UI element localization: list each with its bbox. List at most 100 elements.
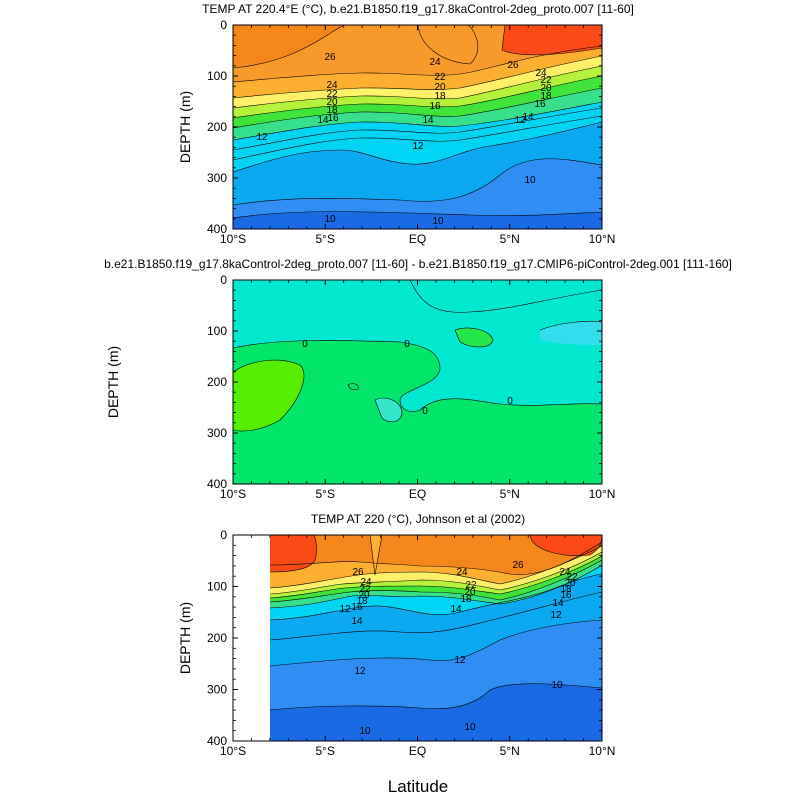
contour-label: 18	[460, 594, 472, 605]
panel-1-title: TEMP AT 220.4°E (°C), b.e21.B1850.f19_g1…	[202, 2, 634, 16]
contour-label: 22	[434, 72, 446, 83]
contour-line-24	[269, 545, 602, 589]
contour-label: 18	[434, 91, 446, 102]
x-tick-label: EQ	[409, 744, 426, 758]
contour-label: 16	[560, 590, 572, 601]
x-tick-label: 5°S	[316, 744, 335, 758]
contour-label: 0	[422, 406, 428, 417]
contour-label: 10	[464, 722, 476, 733]
panel-2-contour-field	[233, 280, 602, 484]
contour-label: 24	[360, 577, 372, 588]
contour-label: 18	[540, 91, 552, 102]
contour-label: 16	[327, 113, 339, 124]
y-tick-label: 200	[207, 631, 227, 645]
x-axis-label: Latitude	[388, 777, 449, 796]
contour-label: 10	[551, 680, 563, 691]
y-tick-label: 400	[207, 477, 227, 491]
contour-line-zero	[233, 340, 602, 412]
contour-line-20	[233, 75, 602, 119]
contour-label: 12	[412, 141, 424, 152]
contour-line-10	[233, 211, 602, 219]
panel-1: TEMP AT 220.4°E (°C), b.e21.B1850.f19_g1…	[177, 2, 634, 246]
contour-line-10	[269, 683, 602, 711]
contour-line-12	[233, 121, 602, 173]
y-tick-label: 400	[207, 222, 227, 236]
contour-label: 0	[507, 396, 513, 407]
x-tick-label: 10°N	[589, 232, 616, 246]
contour-label: 12	[550, 610, 562, 621]
contour-line-18	[233, 87, 602, 129]
contour-label: 10	[524, 175, 536, 186]
contour-label: 24	[559, 567, 571, 578]
contour-label: 26	[324, 52, 336, 63]
contour-label: 20	[326, 97, 338, 108]
contour-lines	[233, 280, 602, 432]
contour-label: 18	[356, 596, 368, 607]
contour-label: 24	[456, 567, 468, 578]
fill-band-28b	[530, 535, 602, 556]
y-axis-label: DEPTH (m)	[105, 346, 121, 418]
panel-3-axes: 10°S 5°S EQ 5°N 10°N 0 100 200 300 400 DEPTH (m)	[177, 528, 615, 758]
contour-line-pos	[409, 280, 602, 313]
x-tick-label: 5°S	[316, 232, 335, 246]
y-tick-label: 400	[207, 734, 227, 748]
y-tick-label: 300	[207, 426, 227, 440]
contour-label: 16	[351, 602, 363, 613]
contour-label: 18	[326, 105, 338, 116]
contour-label: 14	[450, 604, 462, 615]
x-tick-label: 10°S	[220, 744, 246, 758]
contour-label: 10	[359, 726, 371, 737]
contour-line-26	[233, 25, 346, 69]
contour-line-blob-a	[454, 327, 494, 348]
contour-label: 12	[256, 132, 268, 143]
contour-label: 24	[429, 57, 441, 68]
contour-line-neg	[233, 359, 305, 432]
x-tick-label: 10°N	[589, 487, 616, 501]
contour-line-blob-b	[539, 320, 602, 331]
contour-line-26	[269, 541, 602, 575]
contour-label: 14	[422, 115, 434, 126]
y-tick-label: 200	[207, 375, 227, 389]
panel-3-title: TEMP AT 220 (°C), Johnson et al (2002)	[311, 512, 525, 526]
contour-line-28b	[529, 535, 602, 556]
panel-3-contour-labels: 26 24 22 20 18 16 14 12 12 10 24 22 20 1…	[339, 560, 578, 737]
contour-line-28a	[269, 535, 317, 573]
y-tick-label: 0	[220, 18, 227, 32]
contour-line-11	[233, 158, 602, 206]
contour-line-28	[501, 25, 602, 56]
contour-line-13	[269, 591, 602, 641]
panel-2-axes: 10°S 5°S EQ 5°N 10°N 0 100 200 300 400 DEPTH (m)	[105, 273, 615, 501]
contour-lines	[269, 535, 602, 711]
panel-2: b.e21.B1850.f19_g17.8kaControl-2deg_prot…	[104, 257, 732, 501]
fill-band-zero	[233, 340, 602, 484]
contour-label: 10	[324, 214, 336, 225]
contour-label: 22	[566, 572, 578, 583]
contour-label: 24	[535, 68, 547, 79]
contour-label: 10	[432, 216, 444, 227]
contour-label: 22	[465, 580, 477, 591]
contour-line-25	[233, 45, 602, 83]
contour-line-16	[233, 101, 602, 141]
contour-label: 22	[540, 75, 552, 86]
contour-label: 14	[522, 112, 534, 123]
contour-label: 0	[302, 339, 308, 350]
contour-label: 16	[429, 101, 441, 112]
panel-3: TEMP AT 220 (°C), Johnson et al (2002)	[177, 512, 615, 796]
contour-label: 12	[339, 604, 351, 615]
contour-label: 12	[454, 655, 466, 666]
contour-lines	[233, 25, 602, 219]
contour-label: 16	[534, 99, 546, 110]
y-axis-label: DEPTH (m)	[177, 602, 193, 674]
panel-1-contour-labels: 26 24 22 20 18 16 14 12 10 26 24 22 20 1…	[256, 52, 552, 227]
contour-line-14	[233, 107, 602, 151]
x-tick-label: 5°S	[316, 487, 335, 501]
x-tick-label: 5°N	[500, 744, 520, 758]
contour-line-blob-d	[347, 383, 359, 391]
y-tick-label: 100	[207, 69, 227, 83]
contour-label: 20	[540, 83, 552, 94]
x-tick-label: EQ	[409, 232, 426, 246]
y-axis-label: DEPTH (m)	[177, 91, 193, 163]
contour-label: 26	[512, 560, 524, 571]
panel-3-contour-field	[233, 535, 602, 741]
